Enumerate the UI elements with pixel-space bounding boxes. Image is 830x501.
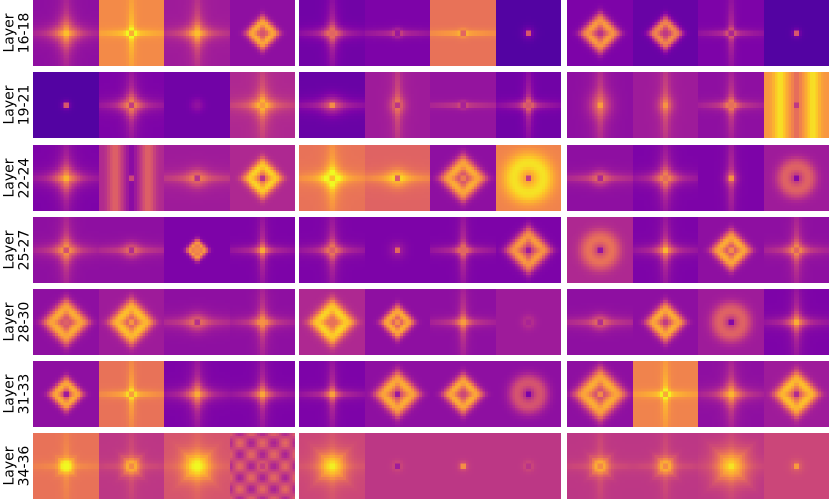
heatmap-tile (164, 145, 230, 211)
heatmap-tile (567, 217, 633, 283)
heatmap-tile (229, 217, 295, 283)
heatmap-tile (567, 72, 633, 138)
heatmap-tile (632, 433, 698, 499)
heatmap-tile (364, 217, 430, 283)
heatmap-tile (299, 361, 365, 427)
heatmap-tile (632, 72, 698, 138)
heatmap-tile (567, 145, 633, 211)
row-label-text: Layer 19-21 (1, 84, 32, 126)
heatmap-tile (299, 0, 365, 66)
heatmap-tile (430, 217, 496, 283)
heatmap-tile (495, 72, 561, 138)
heatmap-tile (364, 72, 430, 138)
heatmap-tile (98, 145, 164, 211)
heatmap-tile (33, 433, 99, 499)
row-label: Layer 34-36 (0, 433, 34, 499)
heatmap-tile (299, 72, 365, 138)
heatmap-tile (299, 217, 365, 283)
heatmap-tile (33, 72, 99, 138)
row-label: Layer 22-24 (0, 145, 34, 211)
heatmap-tile (229, 72, 295, 138)
heatmap-tile (632, 361, 698, 427)
heatmap-tile (33, 145, 99, 211)
heatmap-tile (364, 0, 430, 66)
row-label-text: Layer 22-24 (1, 157, 32, 199)
row-label-text: Layer 34-36 (1, 445, 32, 487)
heatmap-tile (98, 433, 164, 499)
heatmap-tile (164, 433, 230, 499)
heatmap-tile (229, 289, 295, 355)
heatmap-tile (430, 72, 496, 138)
heatmap-tile (632, 145, 698, 211)
heatmap-tile (698, 217, 764, 283)
heatmap-tile (364, 361, 430, 427)
heatmap-tile (698, 0, 764, 66)
heatmap-tile (495, 0, 561, 66)
row-label: Layer 25-27 (0, 217, 34, 283)
row-label: Layer 28-30 (0, 289, 34, 355)
heatmap-tile (430, 433, 496, 499)
heatmap-tile (763, 0, 829, 66)
heatmap-tile (164, 289, 230, 355)
heatmap-tile (763, 289, 829, 355)
heatmap-tile (229, 145, 295, 211)
heatmap-tile (364, 433, 430, 499)
heatmap-tile (33, 361, 99, 427)
heatmap-tile (632, 0, 698, 66)
heatmap-tile (164, 72, 230, 138)
heatmap-tile (698, 433, 764, 499)
heatmap-tile (299, 289, 365, 355)
heatmap-tile (229, 433, 295, 499)
heatmap-tile (98, 72, 164, 138)
heatmap-tile (698, 289, 764, 355)
heatmap-tile (229, 361, 295, 427)
heatmap-tile (98, 289, 164, 355)
heatmap-tile (698, 145, 764, 211)
heatmap-tile (33, 289, 99, 355)
heatmap-tile (495, 217, 561, 283)
heatmap-tile (98, 217, 164, 283)
row-label-text: Layer 16-18 (1, 12, 32, 54)
heatmap-tile (430, 0, 496, 66)
heatmap-tile (763, 361, 829, 427)
heatmap-tile (364, 145, 430, 211)
heatmap-tile (567, 433, 633, 499)
heatmap-tile (567, 289, 633, 355)
row-label-text: Layer 28-30 (1, 301, 32, 343)
heatmap-tile (495, 361, 561, 427)
heatmap-tile (763, 72, 829, 138)
heatmap-tile (495, 433, 561, 499)
heatmap-tile (33, 217, 99, 283)
heatmap-tile (299, 145, 365, 211)
heatmap-tile (98, 0, 164, 66)
heatmap-tile (164, 361, 230, 427)
heatmap-tile (430, 289, 496, 355)
heatmap-tile (632, 289, 698, 355)
row-label-text: Layer 25-27 (1, 229, 32, 271)
row-label: Layer 19-21 (0, 72, 34, 138)
heatmap-tile (164, 0, 230, 66)
heatmap-tile (495, 289, 561, 355)
heatmap-tile (763, 145, 829, 211)
heatmap-tile (698, 361, 764, 427)
heatmap-tile (567, 0, 633, 66)
row-label: Layer 16-18 (0, 0, 34, 66)
heatmap-tile (567, 361, 633, 427)
heatmap-tile (33, 0, 99, 66)
heatmap-tile (364, 289, 430, 355)
heatmap-tile (430, 361, 496, 427)
heatmap-tile (98, 361, 164, 427)
heatmap-tile (763, 433, 829, 499)
heatmap-tile (430, 145, 496, 211)
row-label-text: Layer 31-33 (1, 373, 32, 415)
heatmap-tile (495, 145, 561, 211)
heatmap-tile (698, 72, 764, 138)
heatmap-tile (299, 433, 365, 499)
heatmap-tile (164, 217, 230, 283)
heatmap-tile (229, 0, 295, 66)
heatmap-tile (763, 217, 829, 283)
row-label: Layer 31-33 (0, 361, 34, 427)
heatmap-tile (632, 217, 698, 283)
